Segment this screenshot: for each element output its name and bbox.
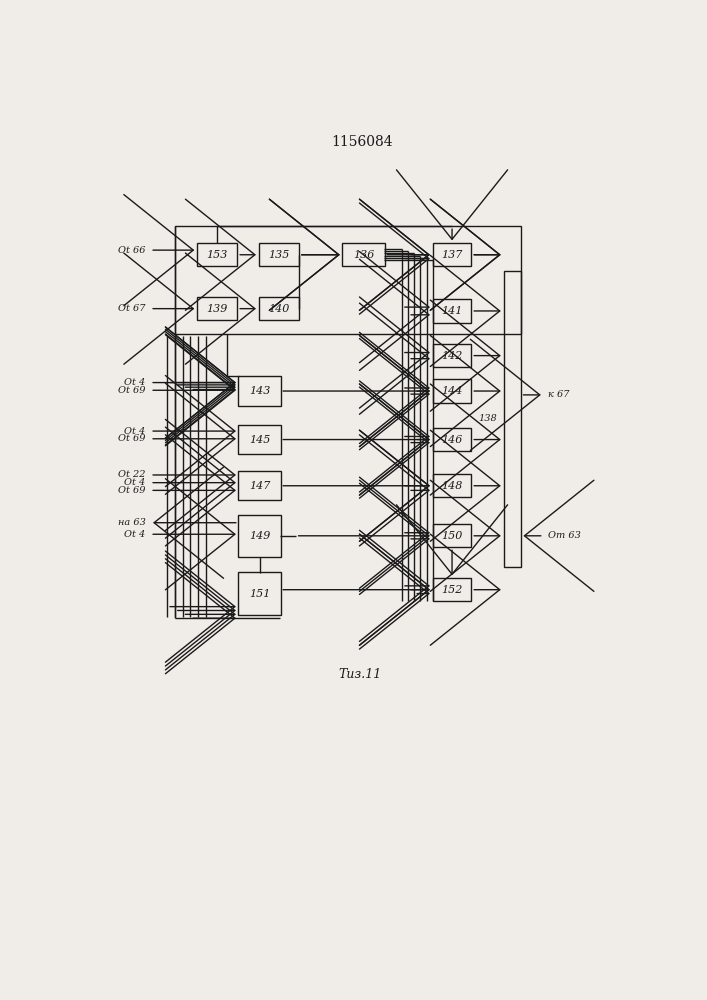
Text: 139: 139 xyxy=(206,304,228,314)
Bar xyxy=(503,271,520,567)
Text: 150: 150 xyxy=(441,531,462,541)
Text: 135: 135 xyxy=(268,250,289,260)
Text: Ot 69: Ot 69 xyxy=(118,386,146,395)
Text: Τиз.11: Τиз.11 xyxy=(338,668,381,681)
Text: Ot 4: Ot 4 xyxy=(124,530,146,539)
Text: Ot 4: Ot 4 xyxy=(124,378,146,387)
Bar xyxy=(433,428,472,451)
Bar xyxy=(433,299,472,323)
Bar xyxy=(433,578,472,601)
Text: Ot 69: Ot 69 xyxy=(118,434,146,443)
Text: 136: 136 xyxy=(353,250,374,260)
Text: 147: 147 xyxy=(249,481,270,491)
Text: 153: 153 xyxy=(206,250,228,260)
Text: 152: 152 xyxy=(441,585,462,595)
Bar xyxy=(433,344,472,367)
Bar xyxy=(238,471,281,500)
Bar xyxy=(342,243,385,266)
Text: 141: 141 xyxy=(441,306,462,316)
Bar xyxy=(197,297,238,320)
Text: 144: 144 xyxy=(441,386,462,396)
Text: 145: 145 xyxy=(249,435,270,445)
Text: Ot 22: Ot 22 xyxy=(118,470,146,479)
Text: 138: 138 xyxy=(479,414,498,423)
Bar xyxy=(238,425,281,454)
Bar xyxy=(433,243,472,266)
Bar xyxy=(259,243,299,266)
Bar xyxy=(433,379,472,403)
Text: Ot 69: Ot 69 xyxy=(118,486,146,495)
Bar xyxy=(433,524,472,547)
Bar xyxy=(238,572,281,615)
Text: 148: 148 xyxy=(441,481,462,491)
Text: Ot 67: Ot 67 xyxy=(118,304,146,313)
Bar xyxy=(433,474,472,497)
Text: Ot 4: Ot 4 xyxy=(124,478,146,487)
Text: Ot 66: Ot 66 xyxy=(118,246,146,255)
Text: к 67: к 67 xyxy=(547,390,569,399)
Text: Ot 4: Ot 4 xyxy=(124,427,146,436)
Text: 146: 146 xyxy=(441,435,462,445)
Text: 142: 142 xyxy=(441,351,462,361)
Bar xyxy=(238,515,281,557)
Bar xyxy=(259,297,299,320)
Text: От 63: От 63 xyxy=(547,531,580,540)
Text: 1156084: 1156084 xyxy=(332,135,393,149)
Text: 140: 140 xyxy=(268,304,289,314)
Text: 137: 137 xyxy=(441,250,462,260)
Bar xyxy=(197,243,238,266)
Bar xyxy=(175,226,521,334)
Bar xyxy=(238,376,281,406)
Text: 149: 149 xyxy=(249,531,270,541)
Text: на 63: на 63 xyxy=(117,518,146,527)
Text: 143: 143 xyxy=(249,386,270,396)
Text: 151: 151 xyxy=(249,589,270,599)
